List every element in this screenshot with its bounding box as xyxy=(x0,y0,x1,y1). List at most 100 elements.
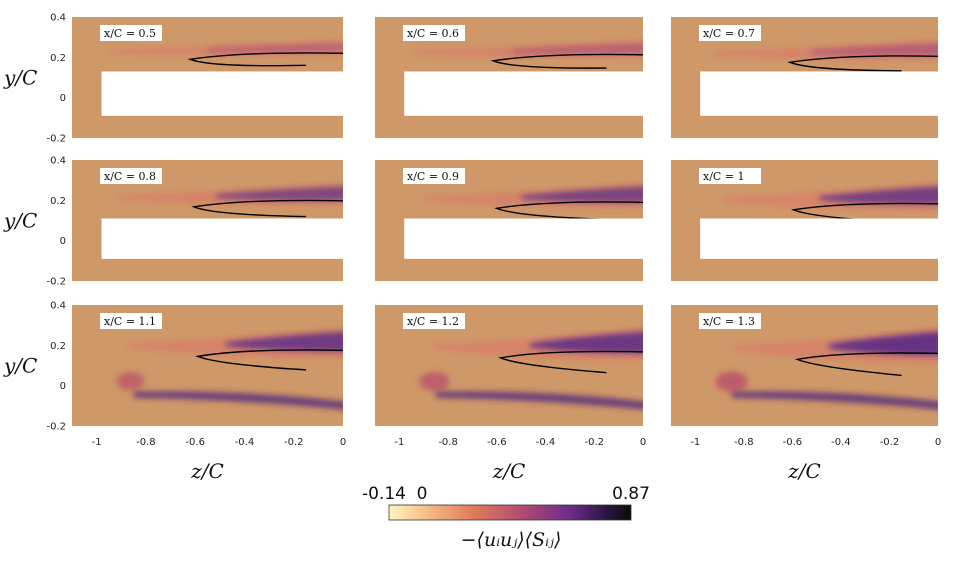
separation-contour xyxy=(191,199,343,218)
shear-layer-core xyxy=(530,331,643,354)
field-layer xyxy=(116,328,343,410)
x-tick-label: -0.6 xyxy=(185,437,205,448)
colorbar-max-label: 0.87 xyxy=(612,484,650,504)
y-tick-label: -0.2 xyxy=(46,422,66,433)
panel-label: x/C = 0.9 xyxy=(403,168,465,184)
panel-4: x/C = 0.8 xyxy=(72,160,346,281)
svg-text:x/C = 0.8: x/C = 0.8 xyxy=(104,170,156,183)
field-layer xyxy=(715,327,938,410)
shear-layer-core xyxy=(521,186,643,203)
panel-7: x/C = 1.1 xyxy=(72,305,343,426)
x-tick-label: -1 xyxy=(92,437,102,448)
svg-text:x/C = 0.5: x/C = 0.5 xyxy=(104,27,156,40)
colorbar-zero-label: 0 xyxy=(417,484,428,504)
x-tick-label: -0.4 xyxy=(831,437,851,448)
svg-text:x/C = 1: x/C = 1 xyxy=(703,170,745,183)
y-tick-label: 0.2 xyxy=(50,341,66,352)
x-axis-label: z/C xyxy=(190,459,224,483)
separation-contour xyxy=(494,201,643,221)
leading-edge-vortex xyxy=(715,371,748,392)
shear-layer-core xyxy=(207,43,343,53)
x-tick-label: -0.8 xyxy=(734,437,754,448)
separation-contour xyxy=(490,53,643,69)
separation-contour xyxy=(497,350,643,374)
x-tick-label: 0 xyxy=(935,437,941,448)
panel-label: x/C = 1 xyxy=(699,168,761,184)
colorbar-title: −⟨uᵢuⱼ⟩⟨Sᵢⱼ⟩ xyxy=(461,529,562,551)
body-plate xyxy=(404,218,645,259)
separation-contour xyxy=(787,55,938,72)
x-axis-label: z/C xyxy=(787,459,821,483)
panel-3: x/C = 0.7 xyxy=(671,17,940,138)
shear-layer-core xyxy=(512,43,643,55)
body-plate xyxy=(101,218,346,259)
y-axis-label: y/C xyxy=(3,209,37,233)
x-tick-label: -0.8 xyxy=(438,437,458,448)
shear-layer-core xyxy=(828,331,938,356)
body-plate xyxy=(700,71,940,116)
x-tick-label: -0.2 xyxy=(284,437,304,448)
body-plate xyxy=(101,71,346,116)
colorbar: -0.14 0 0.87 −⟨uᵢuⱼ⟩⟨Sᵢⱼ⟩ xyxy=(362,484,650,551)
svg-text:x/C = 1.1: x/C = 1.1 xyxy=(104,315,156,328)
panel-label: x/C = 0.6 xyxy=(403,25,465,41)
svg-text:x/C = 0.6: x/C = 0.6 xyxy=(407,27,459,40)
x-tick-label: -0.2 xyxy=(880,437,900,448)
panel-8: x/C = 1.2 xyxy=(375,305,643,426)
panel-label: x/C = 1.1 xyxy=(100,313,162,329)
y-tick-label: -0.2 xyxy=(46,277,66,288)
colorbar-min-label: -0.14 xyxy=(362,484,406,504)
panel-label: x/C = 0.8 xyxy=(100,168,162,184)
y-tick-label: 0.2 xyxy=(50,53,66,64)
y-tick-label: 0 xyxy=(60,236,66,247)
x-tick-label: -0.4 xyxy=(536,437,556,448)
x-tick-label: 0 xyxy=(340,437,346,448)
panel-1: x/C = 0.5 xyxy=(72,17,346,138)
panel-5: x/C = 0.9 xyxy=(375,160,645,281)
svg-text:x/C = 0.9: x/C = 0.9 xyxy=(407,170,459,183)
x-tick-label: -0.6 xyxy=(783,437,803,448)
shear-layer-core xyxy=(216,186,343,201)
y-tick-label: 0.2 xyxy=(50,196,66,207)
svg-text:x/C = 1.2: x/C = 1.2 xyxy=(407,315,459,328)
y-tick-label: 0.4 xyxy=(50,301,66,312)
panel-label: x/C = 1.2 xyxy=(403,313,465,329)
panels: x/C = 0.5 x/C = 0.6 x/C = 0.7 x/C = 0.8 x/C … xyxy=(72,17,940,426)
y-tick-label: -0.2 xyxy=(46,134,66,145)
lower-wake-band xyxy=(731,391,938,410)
svg-text:x/C = 1.3: x/C = 1.3 xyxy=(703,315,755,328)
axes: 0.4 0.2 0 -0.2 y/C 0.4 0.2 0 -0.2 y/C 0.4 0.2 0 -0.2 y… xyxy=(3,13,941,484)
y-tick-label: 0 xyxy=(60,381,66,392)
x-tick-label: -1 xyxy=(690,437,700,448)
shear-layer-core xyxy=(225,331,343,352)
y-tick-label: 0 xyxy=(60,93,66,104)
body-plate xyxy=(404,71,645,116)
x-tick-label: -0.4 xyxy=(235,437,255,448)
lower-wake-band xyxy=(435,391,643,410)
shear-layer-core xyxy=(810,43,938,56)
leading-edge-vortex xyxy=(116,372,145,391)
leading-edge-vortex xyxy=(419,371,450,391)
x-axis-label: z/C xyxy=(492,459,526,483)
x-tick-label: -0.6 xyxy=(487,437,507,448)
lower-wake-band xyxy=(133,391,343,410)
x-tick-label: 0 xyxy=(640,437,646,448)
y-tick-label: 0.4 xyxy=(50,156,66,167)
separation-contour xyxy=(187,52,343,67)
x-tick-label: -0.2 xyxy=(585,437,605,448)
y-tick-label: 0.4 xyxy=(50,13,66,24)
panel-2: x/C = 0.6 xyxy=(375,17,645,138)
panel-label: x/C = 0.7 xyxy=(699,25,761,41)
colorbar-gradient xyxy=(388,504,632,521)
panel-9: x/C = 1.3 xyxy=(671,305,938,426)
y-axis-label: y/C xyxy=(3,354,37,378)
panel-6: x/C = 1 xyxy=(671,160,940,281)
separation-contour xyxy=(195,349,343,371)
body-plate xyxy=(700,218,940,259)
svg-text:x/C = 0.7: x/C = 0.7 xyxy=(703,27,755,40)
x-tick-label: -1 xyxy=(394,437,404,448)
y-axis-label: y/C xyxy=(3,66,37,90)
separation-contour xyxy=(794,352,938,377)
panel-label: x/C = 1.3 xyxy=(699,313,761,329)
